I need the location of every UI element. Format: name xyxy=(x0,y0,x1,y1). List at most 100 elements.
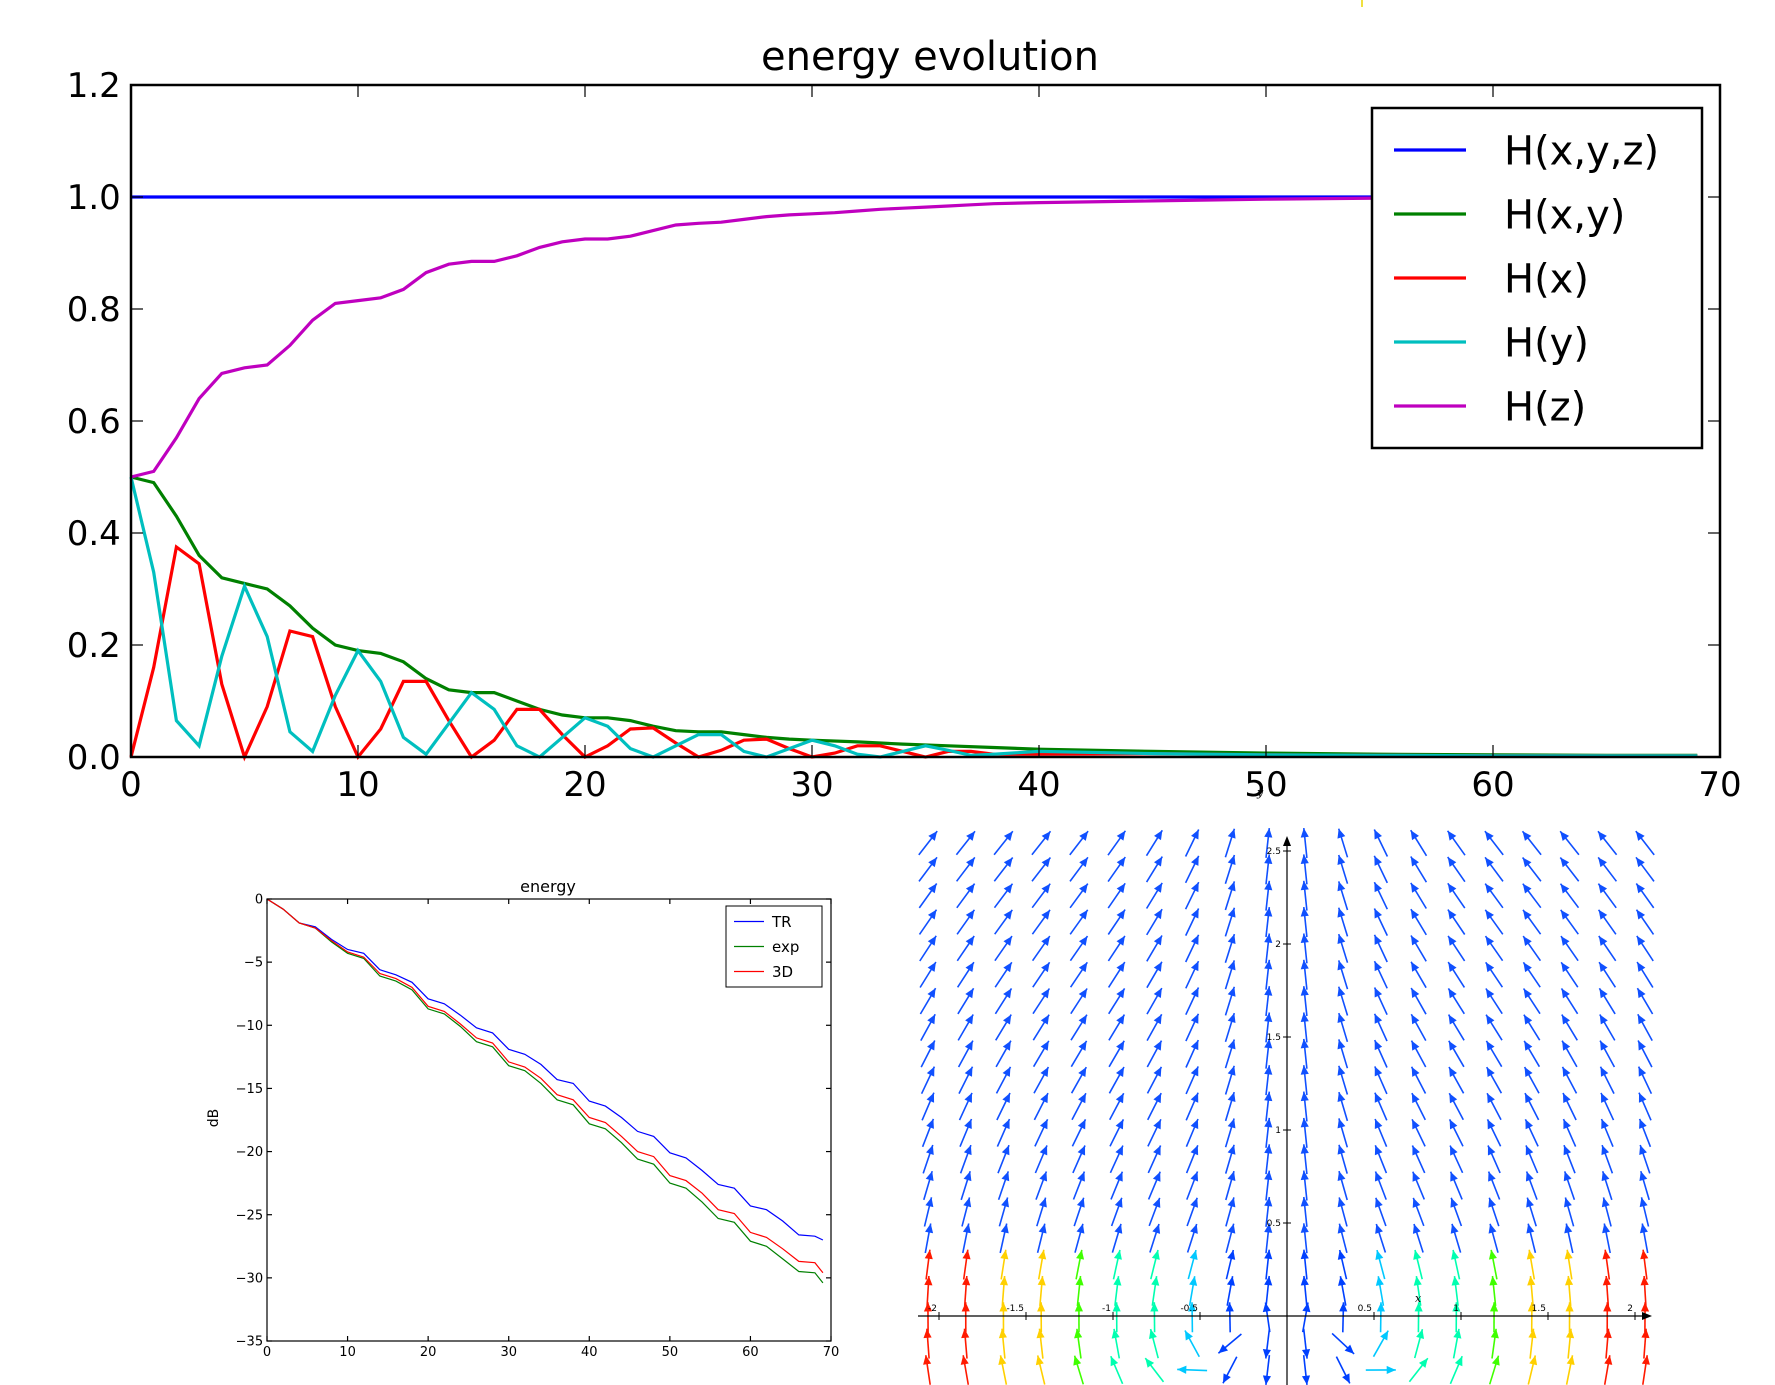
field-arrow-head xyxy=(1448,831,1457,841)
field-arrow-head xyxy=(1523,936,1532,946)
field-arrow-head xyxy=(1598,857,1607,867)
x-axis-arrow-icon xyxy=(1642,1312,1652,1320)
field-arrow-head xyxy=(1562,1015,1570,1025)
field-arrow-head xyxy=(1599,910,1608,920)
field-arrow-head xyxy=(1039,1171,1047,1181)
x-tick-label: 20 xyxy=(563,765,606,805)
x-tick-label: 20 xyxy=(420,1345,437,1360)
x-tick-label: -2 xyxy=(928,1304,937,1314)
y-tick-label: 0.5 xyxy=(1267,1219,1281,1229)
field-arrow-head xyxy=(1561,988,1569,998)
field-arrow-head xyxy=(1640,1224,1648,1234)
field-arrow-head xyxy=(1337,960,1345,970)
y-tick-label: 0.6 xyxy=(67,402,121,442)
y-tick-label: 2.5 xyxy=(1267,847,1281,857)
field-arrow-head xyxy=(1486,962,1494,972)
field-arrow-head xyxy=(1564,1224,1572,1234)
y-tick-label: 2 xyxy=(1275,940,1281,950)
field-arrow-head xyxy=(1042,857,1051,867)
y-tick-label: 1.2 xyxy=(67,66,121,106)
field-arrow-head xyxy=(1599,936,1607,946)
field-arrow-head xyxy=(1002,1171,1010,1181)
y-tick-label: 1.5 xyxy=(1267,1033,1281,1043)
field-arrow-head xyxy=(1152,1250,1160,1260)
field-arrow-head xyxy=(1228,1039,1236,1049)
field-arrow-head xyxy=(1038,1250,1046,1260)
field-arrow-head xyxy=(1561,962,1569,972)
x-tick-label: 10 xyxy=(339,1345,356,1360)
field-arrow-head xyxy=(1079,936,1088,946)
field-arrow-head xyxy=(1117,910,1125,920)
field-arrow-head xyxy=(1488,1172,1496,1182)
field-arrow-head xyxy=(1411,857,1419,867)
y-tick-label: 0.0 xyxy=(67,738,121,778)
x-tick-label: 0.5 xyxy=(1358,1304,1372,1314)
chart2-ylabel: dB xyxy=(206,1109,222,1128)
x-tick-label: 0 xyxy=(120,765,142,805)
field-arrow-head xyxy=(1228,1066,1236,1076)
field-arrow-head xyxy=(1599,988,1607,998)
field-arrow-head xyxy=(926,1119,934,1129)
field-arrow-head xyxy=(964,1145,972,1155)
field-arrow-head xyxy=(1002,1145,1010,1155)
field-arrow-head xyxy=(1301,828,1309,838)
x-tick-label: 30 xyxy=(790,765,833,805)
x-tick-label: 60 xyxy=(1471,765,1514,805)
field-arrow-head xyxy=(1301,960,1309,970)
field-arrow-head xyxy=(928,884,937,894)
x-tick-label: 50 xyxy=(662,1345,679,1360)
y-tick-label: 1 xyxy=(1275,1126,1281,1136)
field-arrow-head xyxy=(926,1171,934,1181)
field-arrow-head xyxy=(925,1223,933,1233)
y-axis-arrow-icon xyxy=(1283,836,1291,846)
x-tick-label: 40 xyxy=(581,1345,598,1360)
field-arrow-head xyxy=(1228,855,1236,865)
series-line-h-y- xyxy=(131,477,1697,757)
field-arrow-head xyxy=(1228,960,1236,970)
field-arrow-head xyxy=(1448,857,1457,867)
y-tick-label: −15 xyxy=(236,1082,263,1097)
field-arrow-head xyxy=(1486,989,1494,999)
field-arrow-head xyxy=(1079,831,1088,841)
field-arrow-head xyxy=(1523,962,1531,972)
field-arrow-head xyxy=(1376,1276,1384,1286)
field-arrow-head xyxy=(1526,1224,1534,1234)
x-axis-label: x xyxy=(1415,1292,1422,1305)
energy-db-chart: energy dB 0 10 20 30 40 50 60 700−5−10−15−20−25… xyxy=(206,877,839,1360)
field-arrow-head xyxy=(1486,1015,1494,1025)
field-arrow-head xyxy=(1598,884,1607,894)
chart2-legend: TRexp3D xyxy=(726,906,822,987)
field-arrow-head xyxy=(1337,855,1345,865)
x-tick-label: -1.5 xyxy=(1006,1304,1024,1314)
field-arrow-head xyxy=(1037,1302,1045,1311)
field-arrow-head xyxy=(1560,857,1569,867)
field-arrow-head xyxy=(1448,988,1456,998)
field-arrow-head xyxy=(1301,1118,1309,1128)
series-line-h-x-y- xyxy=(131,477,1697,755)
field-arrow-head xyxy=(1079,857,1088,867)
y-tick-label: 0.4 xyxy=(67,514,121,554)
legend-label: TR xyxy=(771,913,792,931)
y-tick-label: −20 xyxy=(236,1145,263,1160)
field-arrow-head xyxy=(1228,881,1236,891)
field-arrow-head xyxy=(1523,884,1532,894)
field-arrow-head xyxy=(1448,962,1456,972)
y-tick-label: −30 xyxy=(236,1271,263,1286)
field-arrow-head xyxy=(1637,936,1645,946)
field-arrow-head xyxy=(1527,1250,1535,1260)
field-arrow-head xyxy=(1490,1302,1498,1311)
field-arrow-head xyxy=(1636,831,1645,841)
field-arrow-head xyxy=(1227,1250,1235,1260)
field-arrow-head xyxy=(1077,1172,1085,1182)
field-arrow-head xyxy=(1004,857,1013,867)
field-arrow-head xyxy=(1264,828,1272,838)
field-arrow-head xyxy=(1485,884,1494,894)
field-arrow-head xyxy=(1154,857,1162,867)
field-arrow-head xyxy=(1077,1198,1085,1208)
field-arrow-head xyxy=(1338,1250,1346,1260)
field-arrow-head xyxy=(1151,1276,1159,1286)
field-arrow-head xyxy=(1637,962,1645,972)
field-arrow-head xyxy=(1039,1224,1047,1234)
field-arrow-head xyxy=(1337,934,1345,944)
field-arrow-head xyxy=(1190,1224,1198,1234)
